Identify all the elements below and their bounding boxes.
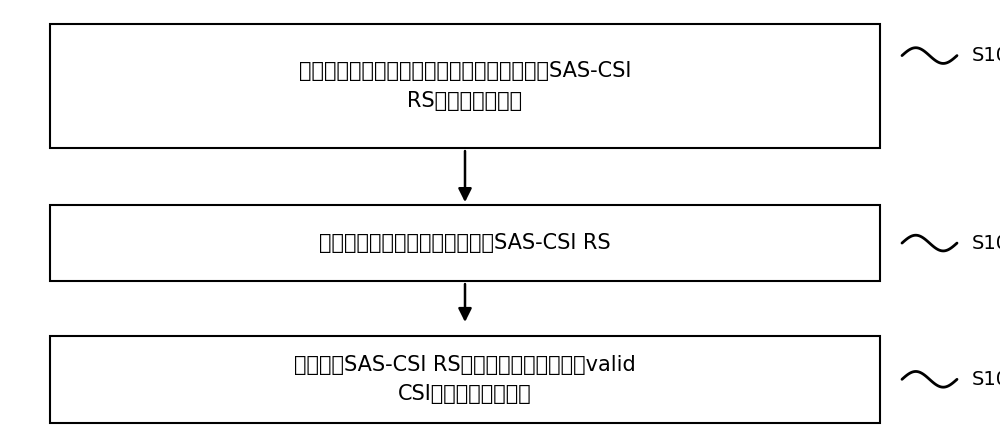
- Text: S101: S101: [972, 46, 1000, 65]
- Text: 根据所述SAS-CSI RS生成有效信道状态信息valid
CSI发送至网络侧设备: 根据所述SAS-CSI RS生成有效信道状态信息valid CSI发送至网络侧设…: [294, 354, 636, 404]
- Text: S102: S102: [972, 234, 1000, 252]
- FancyBboxPatch shape: [50, 24, 880, 148]
- Text: 根据所述时域资源范围接收所述SAS-CSI RS: 根据所述时域资源范围接收所述SAS-CSI RS: [319, 233, 611, 253]
- FancyBboxPatch shape: [50, 205, 880, 281]
- Text: 确定辅小区激活专属的信道状态信息参考信号SAS-CSI
RS的时域资源范围: 确定辅小区激活专属的信道状态信息参考信号SAS-CSI RS的时域资源范围: [299, 61, 631, 111]
- FancyBboxPatch shape: [50, 336, 880, 423]
- Text: S103: S103: [972, 370, 1000, 389]
